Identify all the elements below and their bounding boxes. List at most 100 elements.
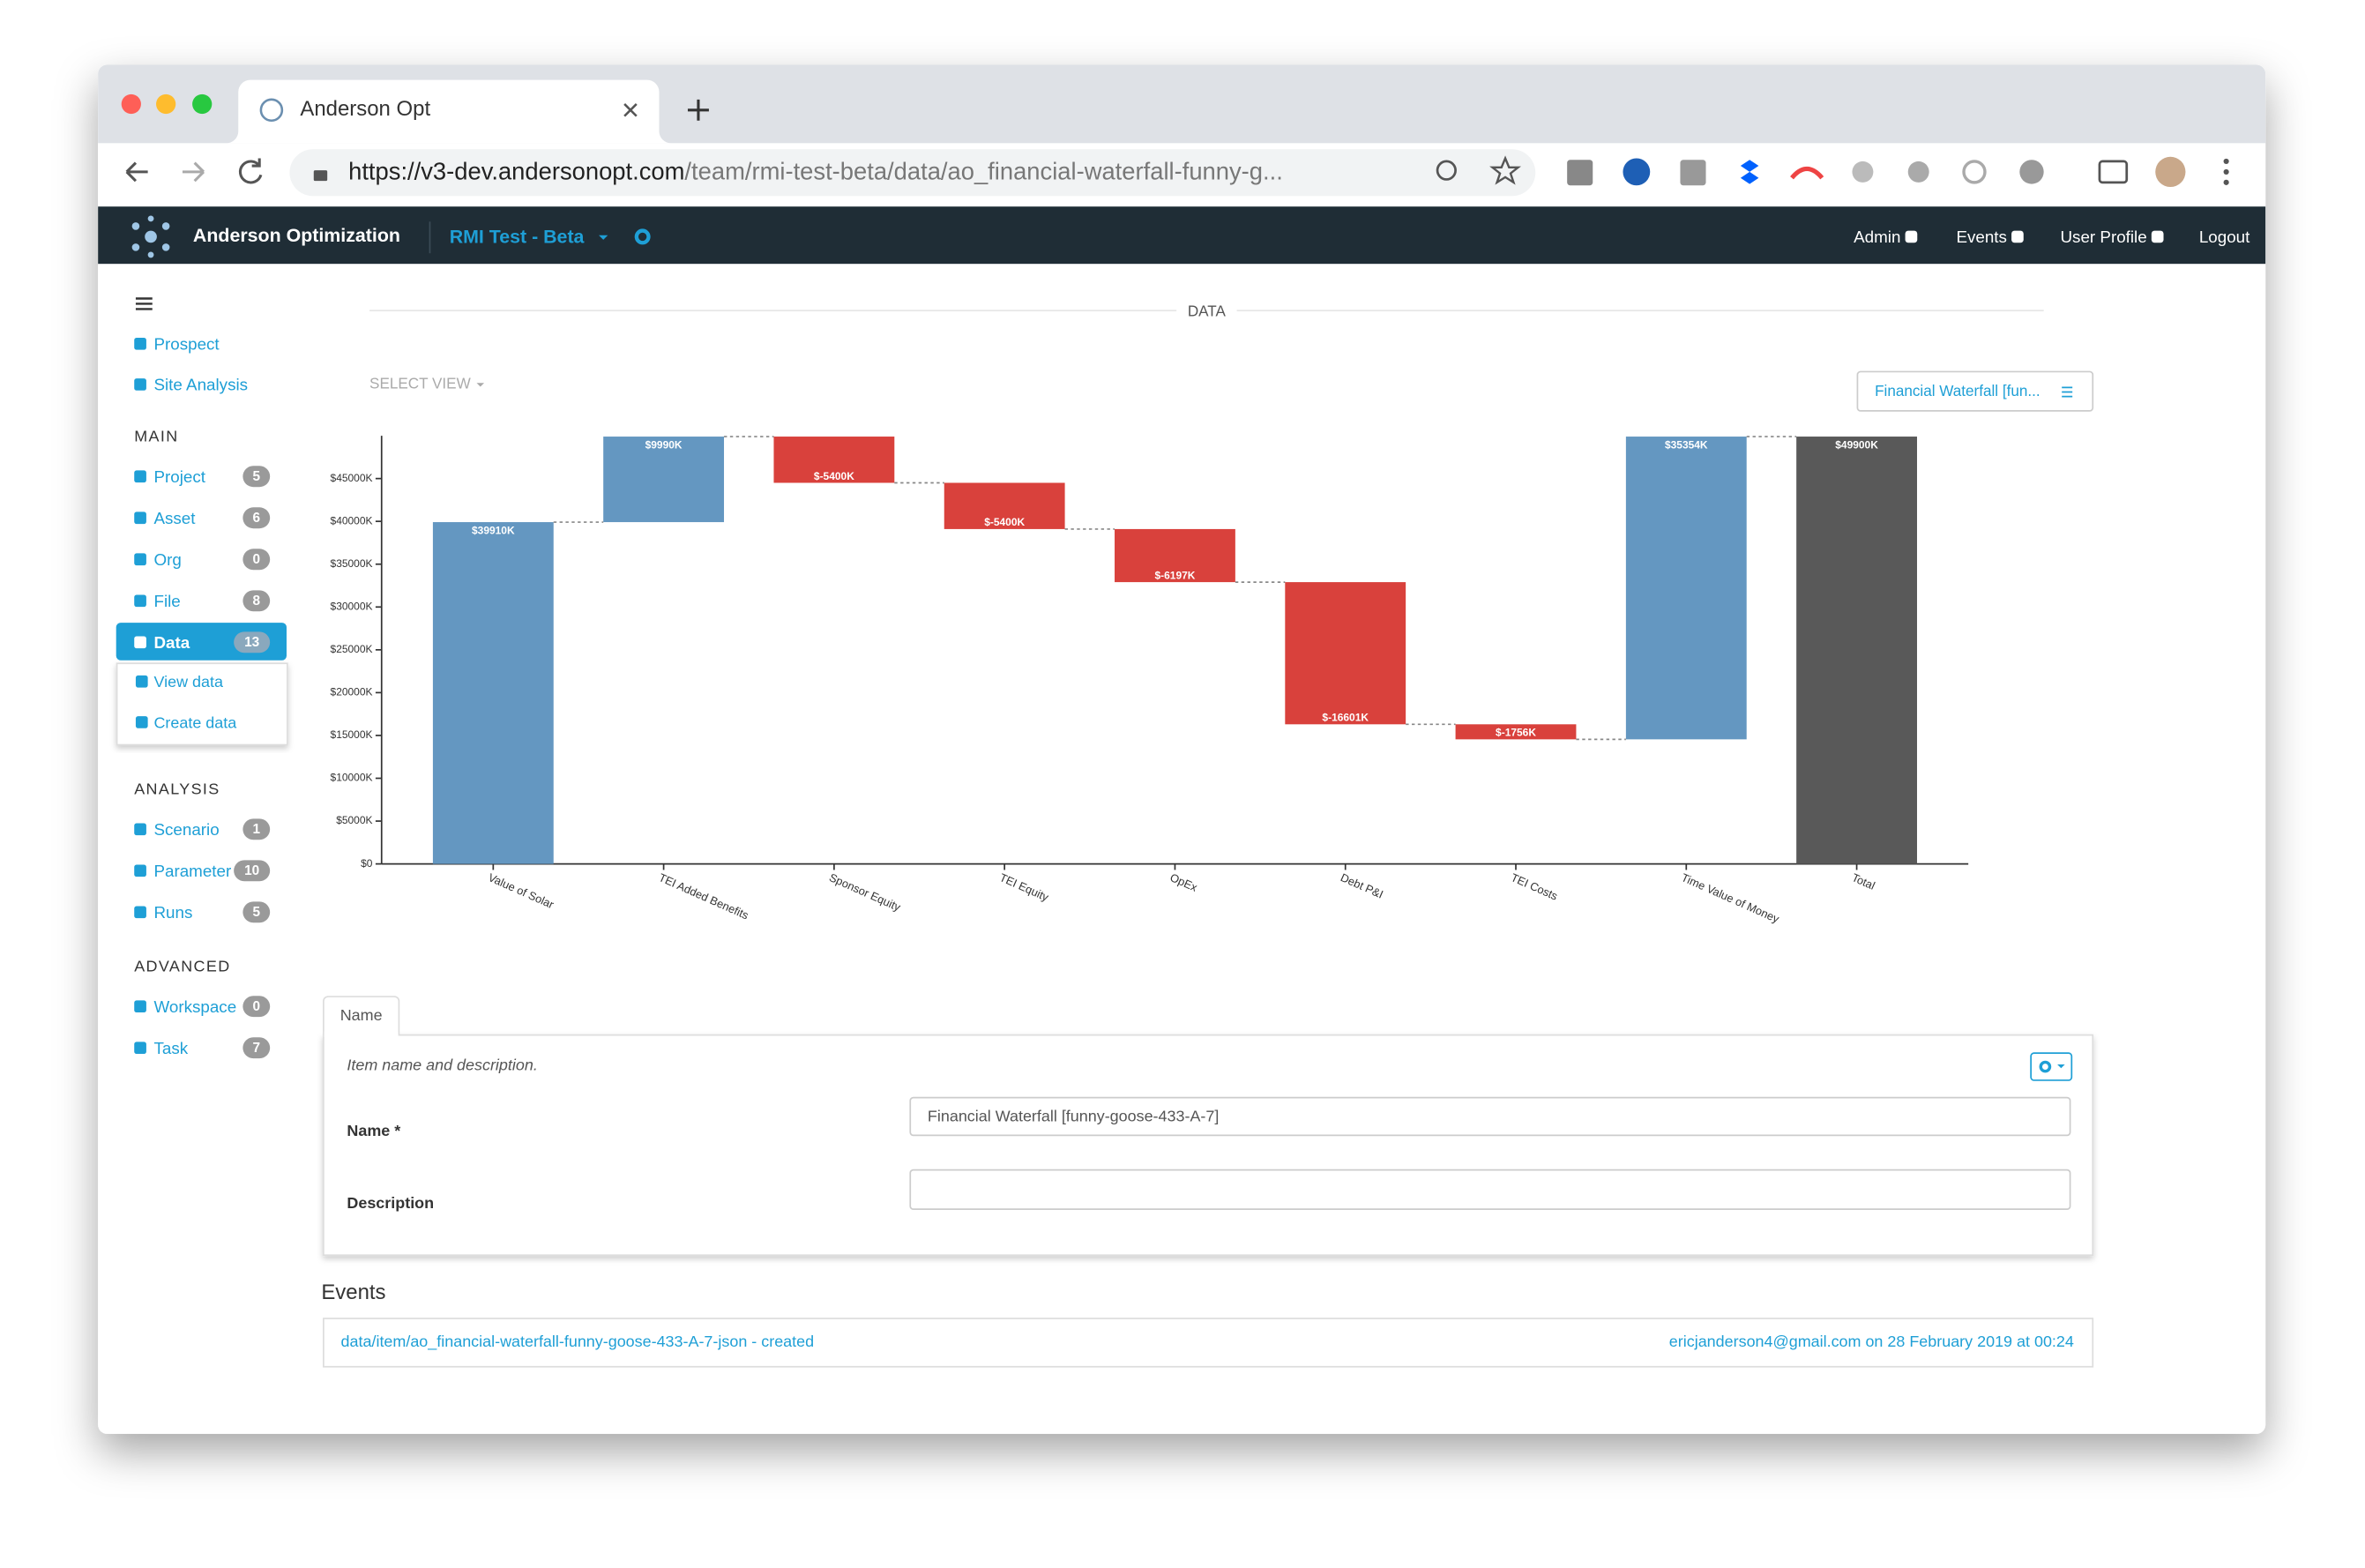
- nav-link[interactable]: Admin: [1854, 228, 1900, 246]
- icon: [134, 864, 146, 877]
- sidebar-link[interactable]: Parameter: [153, 862, 231, 880]
- value-label: $-6197K: [1154, 569, 1195, 581]
- form-tab[interactable]: [323, 996, 400, 1036]
- nav-link[interactable]: Events: [1956, 228, 2006, 246]
- badge-count: 0: [252, 999, 260, 1014]
- form-settings[interactable]: [2030, 1052, 2073, 1081]
- nav-links: Admin Events User Profile Logout: [1854, 228, 2250, 246]
- menu[interactable]: [2223, 158, 2229, 185]
- caret: [476, 383, 485, 387]
- section-heading: DATA: [1188, 302, 1227, 319]
- extension[interactable]: [2019, 160, 2044, 184]
- extension[interactable]: [1740, 160, 1759, 184]
- icon: [134, 823, 146, 836]
- badge: [242, 996, 271, 1018]
- tab-close[interactable]: [623, 103, 638, 117]
- sidebar-link[interactable]: Prospect: [153, 334, 220, 353]
- select-view[interactable]: SELECT VIEW: [369, 375, 472, 392]
- sidebar-link[interactable]: Task: [153, 1039, 188, 1057]
- favicon: [259, 98, 284, 123]
- event-text[interactable]: data/item/ao_financial-waterfall-funny-g…: [341, 1333, 815, 1351]
- nav-icon: [1905, 230, 1918, 243]
- badge: [234, 860, 271, 882]
- extension[interactable]: [1852, 161, 1874, 183]
- brand[interactable]: Anderson Optimization: [193, 225, 400, 246]
- icon: [135, 675, 148, 688]
- badge: [242, 590, 271, 612]
- badge-count: 8: [252, 594, 260, 609]
- extension[interactable]: [1790, 166, 1824, 180]
- form-description: Item name and description.: [347, 1056, 537, 1073]
- bar: [773, 437, 895, 483]
- bar: [1625, 437, 1747, 740]
- close-dot[interactable]: [121, 93, 141, 115]
- list-icon: [2062, 386, 2073, 398]
- bookmark[interactable]: [1489, 155, 1521, 185]
- event-row: [323, 1318, 2094, 1368]
- extension[interactable]: [1962, 160, 1987, 184]
- extension[interactable]: [1680, 160, 1706, 186]
- extension[interactable]: [1623, 158, 1651, 186]
- sidebar-link[interactable]: Scenario: [153, 820, 219, 839]
- zoom-icon[interactable]: [1436, 160, 1457, 181]
- zoom-dot[interactable]: [192, 93, 213, 115]
- badge: [242, 549, 271, 571]
- bar: [1115, 528, 1235, 583]
- extension[interactable]: [1907, 161, 1929, 183]
- badge: [242, 901, 271, 923]
- team-switcher[interactable]: RMI Test - Beta: [450, 227, 586, 248]
- sidebar-link[interactable]: Asset: [153, 509, 196, 527]
- icon: [134, 906, 146, 919]
- submenu-link[interactable]: Create data: [153, 713, 236, 731]
- reload[interactable]: [238, 158, 263, 184]
- sidebar-link[interactable]: Data: [153, 633, 190, 652]
- sidebar-link[interactable]: File: [153, 592, 180, 610]
- bar: [603, 437, 725, 523]
- sidebar-link[interactable]: Workspace: [153, 997, 236, 1016]
- sidebar-link[interactable]: Org: [153, 550, 181, 569]
- submenu-link[interactable]: View data: [153, 673, 222, 691]
- value-label: $35354K: [1665, 438, 1708, 451]
- value-label: $-16601K: [1322, 712, 1369, 724]
- input[interactable]: [909, 1096, 2071, 1137]
- badge: [242, 1037, 271, 1059]
- address-bar[interactable]: [289, 149, 1536, 197]
- minimize-dot[interactable]: [156, 93, 176, 115]
- y-tick-label: $20000K: [331, 686, 373, 698]
- logo: [131, 215, 170, 258]
- back[interactable]: [125, 161, 148, 183]
- forward[interactable]: [182, 161, 205, 183]
- avatar[interactable]: [2155, 156, 2186, 187]
- nav-link[interactable]: User Profile: [2060, 228, 2146, 246]
- badge-count: 5: [252, 469, 260, 484]
- lock: [313, 170, 328, 182]
- icon: [134, 1000, 146, 1013]
- y-tick-label: $40000K: [331, 514, 373, 526]
- caret: [2057, 1064, 2065, 1069]
- bar: [432, 522, 554, 864]
- url-path: /team/rmi-test-beta/data/ao_financial-wa…: [684, 158, 1282, 185]
- gear: [2039, 1060, 2052, 1073]
- view-button[interactable]: [1856, 370, 2094, 412]
- value-label: $-5400K: [984, 516, 1025, 528]
- hamburger[interactable]: [135, 297, 153, 310]
- extension[interactable]: [1567, 160, 1593, 186]
- event-meta[interactable]: ericjanderson4@gmail.com on 28 February …: [1669, 1333, 2074, 1350]
- badge-count: 6: [252, 511, 260, 526]
- cast[interactable]: [2098, 160, 2129, 184]
- nav-link[interactable]: Logout: [2199, 228, 2250, 246]
- url-host: https://v3-dev.andersonopt.com: [348, 158, 684, 185]
- navbar: [98, 206, 2266, 265]
- badge: [242, 466, 271, 488]
- badge-count: 13: [244, 635, 259, 650]
- sidebar-link[interactable]: Project: [153, 467, 205, 486]
- tab[interactable]: [226, 79, 672, 144]
- input[interactable]: [909, 1169, 2071, 1210]
- new-tab[interactable]: [687, 99, 709, 121]
- nav-icon: [2011, 230, 2024, 243]
- sidebar-link[interactable]: Runs: [153, 903, 192, 922]
- sidebar-link[interactable]: Site Analysis: [153, 376, 248, 394]
- icon: [134, 553, 146, 566]
- settings[interactable]: [634, 228, 651, 245]
